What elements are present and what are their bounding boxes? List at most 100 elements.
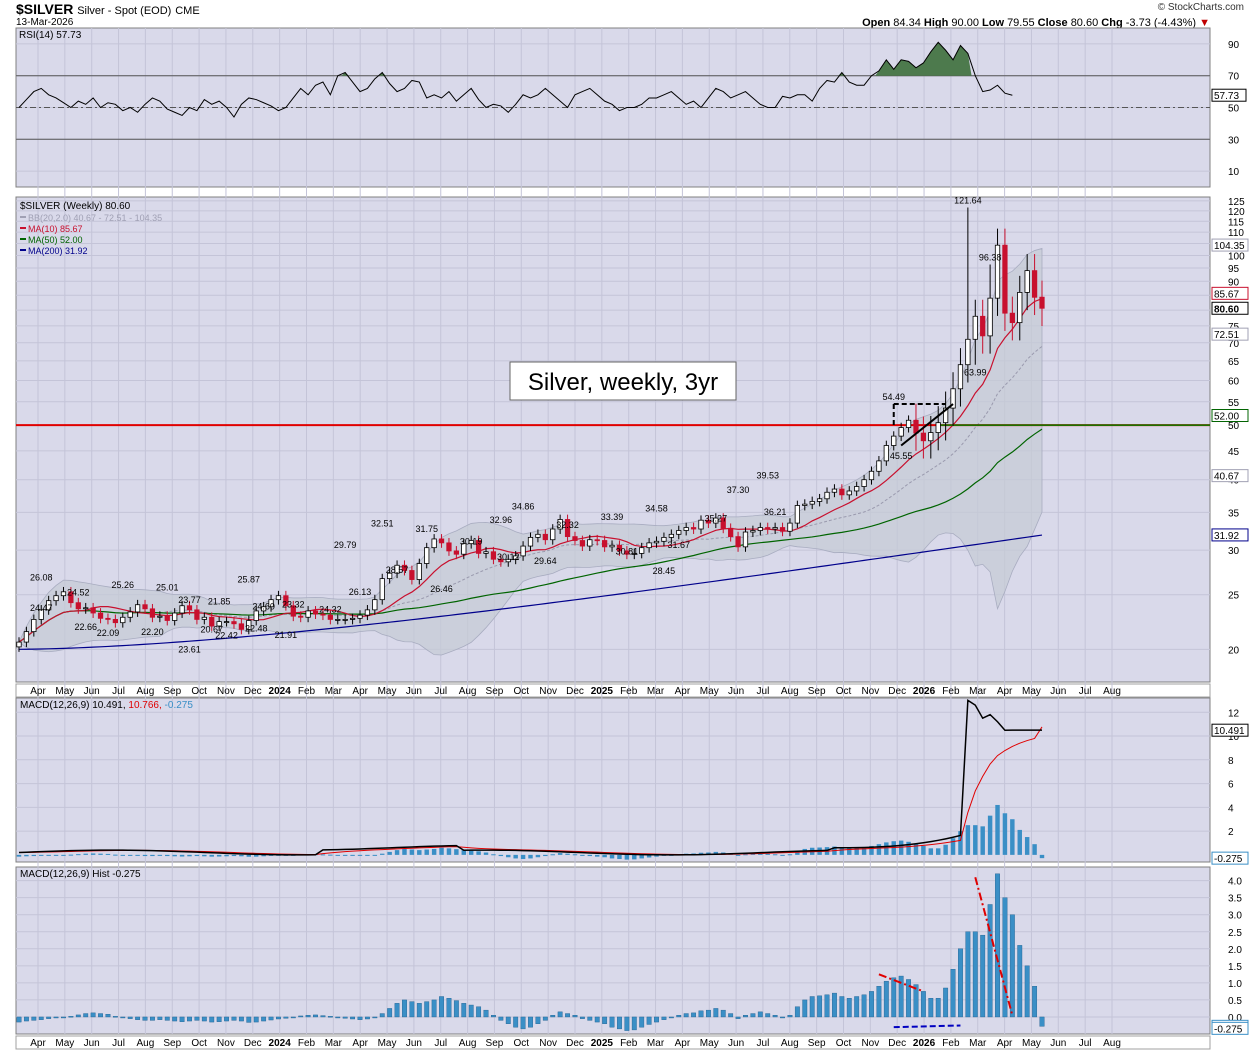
- x-tick-label: 2026: [913, 686, 936, 697]
- candle-body: [699, 520, 703, 529]
- x-tick-label: Sep: [486, 1038, 504, 1049]
- macd-hist-bar: [224, 855, 228, 856]
- candle-body: [921, 433, 925, 441]
- price-annotation: 31.75: [415, 524, 438, 534]
- x-tick-label: Apr: [675, 1038, 691, 1049]
- hist-bar: [1025, 966, 1029, 1017]
- price-annotation: 121.64: [954, 196, 982, 206]
- x-tick-label: Oct: [191, 1038, 207, 1049]
- hist-bar: [847, 998, 851, 1017]
- price-tick-label: 110: [1228, 228, 1244, 239]
- price-annotation: 25.87: [238, 574, 261, 584]
- macd-hist-bar: [135, 855, 139, 856]
- hist-bar: [39, 1017, 43, 1020]
- hist-bar: [276, 1017, 280, 1019]
- candle-body: [751, 531, 755, 533]
- hist-bar: [69, 1016, 73, 1017]
- hist-bar: [224, 1017, 228, 1021]
- hist-bar: [373, 1017, 377, 1018]
- x-tick-label: Mar: [647, 686, 665, 697]
- x-tick-label: Mar: [647, 1038, 665, 1049]
- price-value-label: 104.35: [1214, 241, 1245, 252]
- hist-bar: [439, 997, 443, 1017]
- candle-body: [914, 420, 918, 433]
- hist-bar: [187, 1017, 191, 1021]
- candle-body: [239, 624, 243, 630]
- price-annotation: 24.60: [252, 602, 275, 612]
- macd-hist-bar: [639, 855, 643, 859]
- macd-hist-bar: [350, 855, 354, 856]
- hist-bar: [728, 1014, 732, 1017]
- hist-bar: [269, 1017, 273, 1020]
- hist-bar: [647, 1017, 651, 1024]
- macd-hist-bar: [884, 842, 888, 854]
- x-tick-label: Apr: [352, 1038, 368, 1049]
- macd-hist-bar: [476, 851, 480, 855]
- macd-hist-bar: [543, 855, 547, 856]
- price-annotation: 30.19: [460, 537, 483, 547]
- hist-tick-label: 2.5: [1228, 928, 1242, 939]
- macd-hist-bar: [625, 855, 629, 860]
- hist-bar: [1003, 898, 1007, 1017]
- candle-body: [543, 534, 547, 539]
- price-value-label: 40.67: [1214, 472, 1239, 483]
- candle-body: [410, 571, 414, 580]
- candle-body: [1040, 297, 1044, 308]
- macd-hist-bar: [24, 855, 28, 856]
- hist-bar: [795, 1007, 799, 1017]
- x-tick-label: May: [55, 1038, 74, 1049]
- hist-tick-label: 1.0: [1228, 979, 1242, 990]
- macd-value-label: -0.275: [1214, 854, 1243, 865]
- hist-bar: [1040, 1017, 1044, 1026]
- macd-hist-bar: [1040, 855, 1044, 858]
- hist-bar: [261, 1017, 265, 1021]
- hist-bar: [980, 935, 984, 1017]
- macd-hist-bar: [76, 854, 80, 855]
- hist-bar: [862, 995, 866, 1017]
- macd-hist-bar: [558, 853, 562, 855]
- price-tick-label: 55: [1228, 398, 1240, 409]
- hist-bar: [669, 1017, 673, 1018]
- price-annotation: 39.53: [756, 471, 779, 481]
- x-tick-label: Mar: [325, 1038, 343, 1049]
- rsi-tick-label: 90: [1228, 40, 1240, 51]
- hist-bar: [869, 991, 873, 1017]
- candle-body: [180, 606, 184, 613]
- rsi-tick-label: 30: [1228, 135, 1240, 146]
- macd-hist-bar: [143, 855, 147, 856]
- candle-body: [958, 365, 962, 389]
- candle-body: [61, 592, 65, 596]
- macd-hist-bar: [165, 855, 169, 856]
- macd-hist-bar: [484, 852, 488, 854]
- x-tick-label: Sep: [808, 686, 826, 697]
- x-tick-label: Oct: [514, 686, 530, 697]
- price-value-label: 52.00: [1214, 412, 1239, 423]
- x-tick-label: Jun: [84, 686, 100, 697]
- hist-bar: [810, 997, 814, 1017]
- candle-body: [106, 618, 110, 619]
- macd-hist-bar: [921, 846, 925, 855]
- price-annotation: 26.08: [30, 572, 53, 582]
- x-tick-label: Apr: [30, 686, 46, 697]
- macd-hist-bar: [565, 854, 569, 855]
- hist-bar: [543, 1017, 547, 1020]
- candle-body: [358, 615, 362, 618]
- price-tick-label: 115: [1228, 217, 1244, 228]
- hist-bar: [595, 1017, 599, 1022]
- hist-bar: [943, 988, 947, 1017]
- macd-hist-bar: [765, 854, 769, 855]
- candle-body: [551, 529, 555, 540]
- price-annotation: 45.55: [890, 451, 913, 461]
- x-tick-label: Sep: [486, 686, 504, 697]
- hist-tick-label: 2.0: [1228, 945, 1242, 956]
- hist-bar: [24, 1017, 28, 1021]
- macd-hist-bar: [17, 855, 21, 857]
- x-tick-label: Jul: [434, 1038, 447, 1049]
- macd-hist-bar: [632, 855, 636, 860]
- price-tick-label: 50: [1228, 421, 1240, 432]
- price-tick-label: 95: [1228, 264, 1240, 275]
- price-annotation: 21.91: [275, 630, 298, 640]
- x-tick-label: Aug: [459, 686, 477, 697]
- candle-body: [424, 548, 428, 564]
- hist-bar: [832, 993, 836, 1017]
